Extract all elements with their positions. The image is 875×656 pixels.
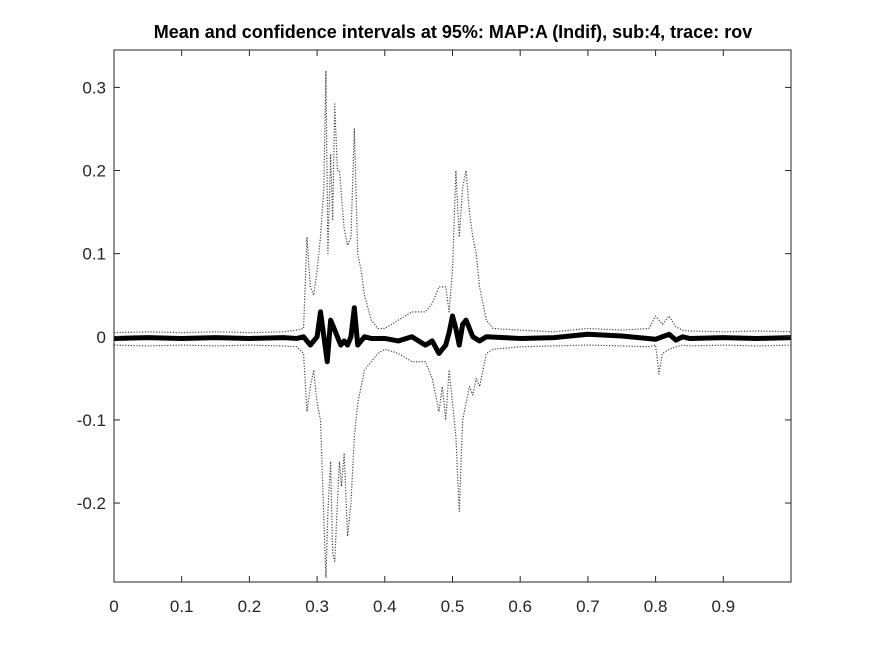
y-axis: -0.2 -0.1 0 0.1 0.2 0.3	[77, 78, 791, 513]
chart-title: Mean and confidence intervals at 95%: MA…	[154, 22, 752, 42]
y-tick-label: -0.1	[77, 411, 106, 430]
x-tick-label: 0.7	[576, 597, 600, 616]
y-tick-label: -0.2	[77, 494, 106, 513]
series-lower-ci	[114, 344, 791, 579]
x-tick-label: 0.5	[441, 597, 465, 616]
axes-box	[113, 49, 792, 583]
x-tick-label: 0.9	[711, 597, 735, 616]
x-tick-label: 0.4	[373, 597, 397, 616]
x-tick-label: 0.2	[238, 597, 262, 616]
y-tick-label: 0.2	[82, 162, 106, 181]
x-axis: 0 0.1 0.2 0.3 0.4 0.5 0.6 0.7 0.8 0.9	[109, 50, 735, 616]
x-tick-label: 0.8	[644, 597, 668, 616]
series-upper-ci	[114, 70, 791, 334]
x-tick-label: 0.6	[508, 597, 532, 616]
x-tick-label: 0	[109, 597, 118, 616]
y-tick-label: 0	[97, 328, 106, 347]
series-mean	[114, 305, 791, 365]
y-tick-label: 0.1	[82, 245, 106, 264]
plot-area	[114, 70, 791, 579]
x-tick-label: 0.1	[170, 597, 194, 616]
x-tick-label: 0.3	[305, 597, 329, 616]
y-tick-label: 0.3	[82, 78, 106, 97]
